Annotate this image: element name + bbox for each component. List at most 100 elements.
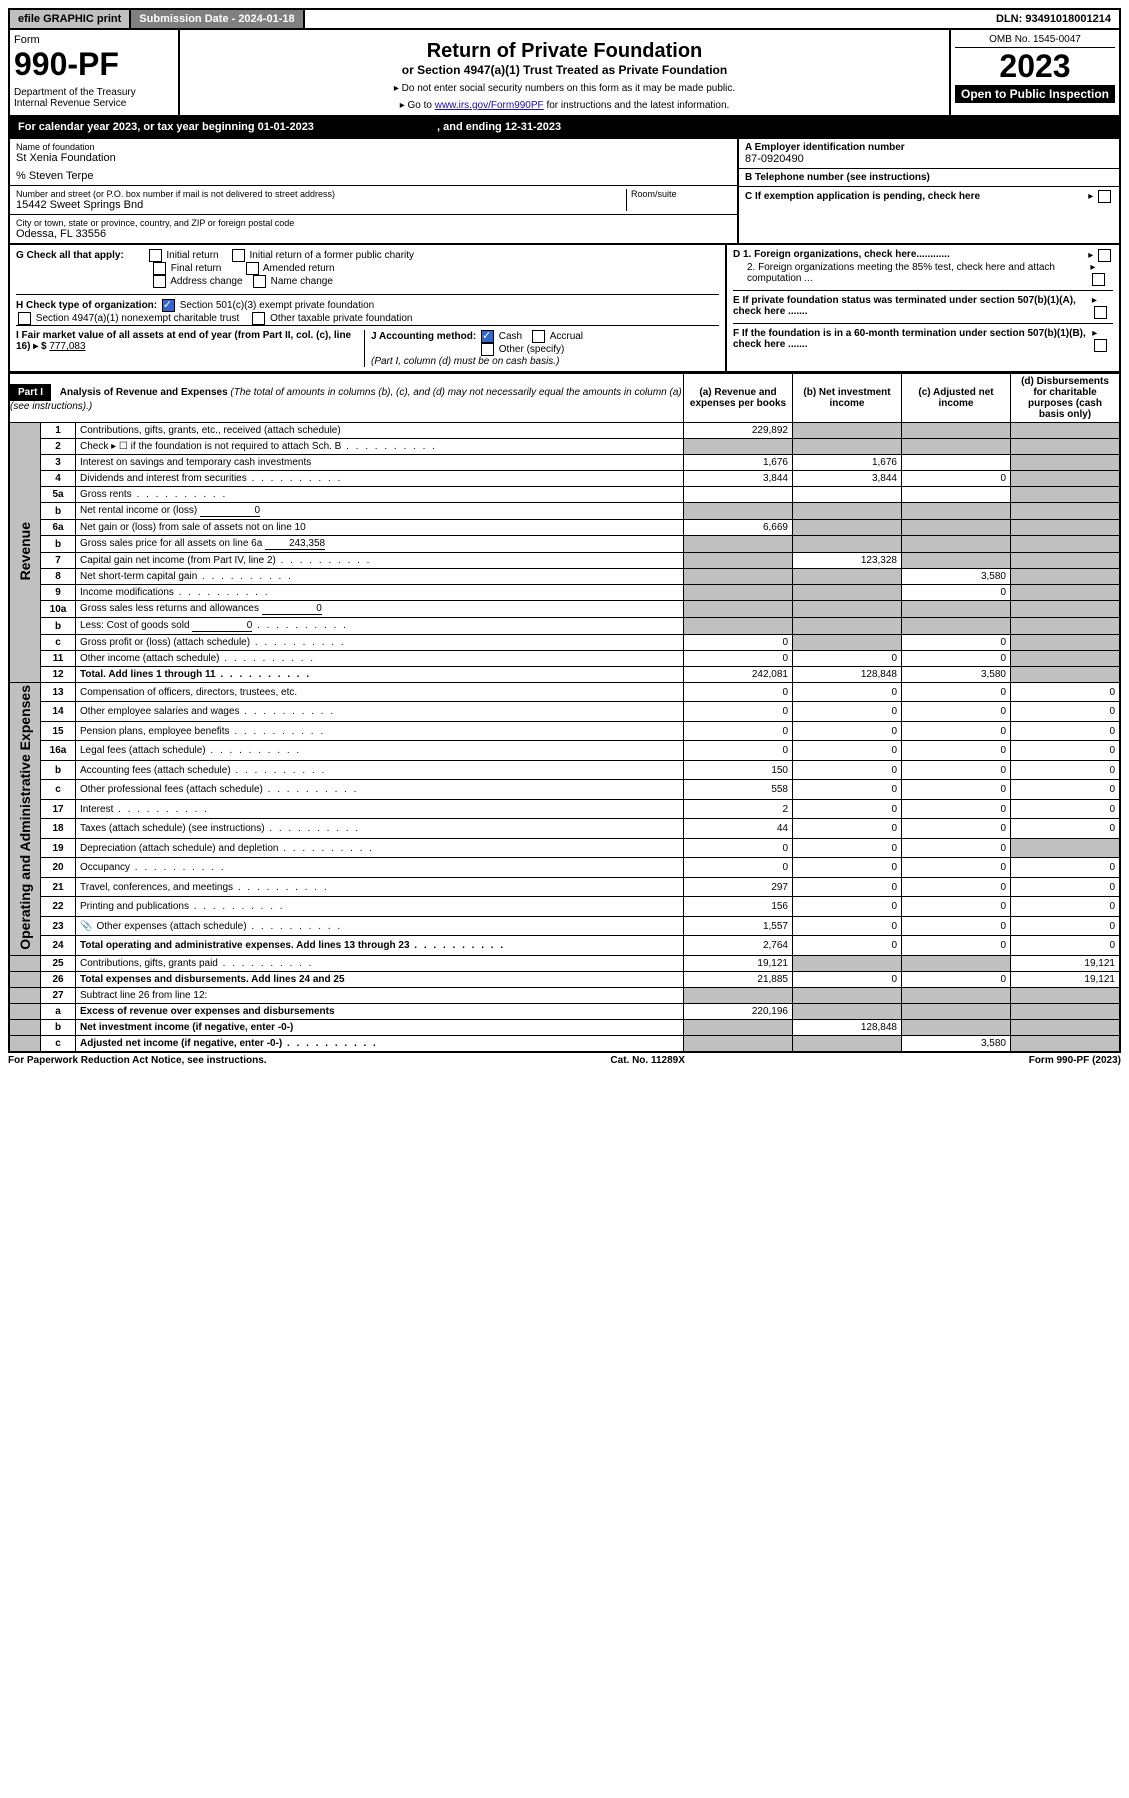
cell-a: 0 — [684, 858, 793, 877]
instructions-link[interactable]: www.irs.gov/Form990PF — [435, 100, 544, 111]
cell-shaded — [1011, 455, 1121, 471]
h-opt-2: Section 4947(a)(1) nonexempt charitable … — [36, 313, 239, 324]
g-amended-checkbox[interactable] — [246, 262, 259, 275]
line-number: 8 — [41, 569, 76, 585]
cell-a: 1,557 — [684, 916, 793, 935]
h-501c3-checkbox[interactable] — [162, 299, 175, 312]
d2-checkbox[interactable] — [1092, 273, 1105, 286]
j-accrual-checkbox[interactable] — [532, 330, 545, 343]
cell-shaded — [1011, 1003, 1121, 1019]
line-desc: Other professional fees (attach schedule… — [76, 780, 684, 799]
cell-shaded — [902, 423, 1011, 439]
cell-d: 0 — [1011, 760, 1121, 779]
h-4947-checkbox[interactable] — [18, 312, 31, 325]
g-name-change-checkbox[interactable] — [253, 275, 266, 288]
line-desc: Net investment income (if negative, ente… — [76, 1019, 684, 1035]
table-row: 21Travel, conferences, and meetings29700… — [9, 877, 1120, 896]
cell-shaded — [902, 439, 1011, 455]
cell-c: 0 — [902, 971, 1011, 987]
instr-2-pre: ▸ Go to — [400, 100, 435, 111]
line-number: 10a — [41, 601, 76, 618]
city-cell: City or town, state or province, country… — [10, 215, 737, 243]
cell-c: 0 — [902, 838, 1011, 857]
g-address-change-checkbox[interactable] — [153, 275, 166, 288]
f-checkbox[interactable] — [1094, 339, 1107, 352]
d1-checkbox[interactable] — [1098, 249, 1111, 262]
line-desc: Gross rents — [76, 487, 684, 503]
cal-pre: For calendar year 2023, or tax year begi… — [18, 121, 258, 133]
cell-a: 0 — [684, 651, 793, 667]
j-other-checkbox[interactable] — [481, 343, 494, 356]
j-cash-checkbox[interactable] — [481, 330, 494, 343]
line-number: 23 — [41, 916, 76, 935]
g-initial-public-checkbox[interactable] — [232, 249, 245, 262]
f-row: F If the foundation is in a 60-month ter… — [733, 323, 1113, 352]
section-ghi: G Check all that apply: Initial return I… — [8, 245, 1121, 373]
table-row: 9Income modifications0 — [9, 585, 1120, 601]
cell-d: 0 — [1011, 936, 1121, 955]
cell-b: 0 — [793, 760, 902, 779]
cell-b: 123,328 — [793, 553, 902, 569]
line-number: c — [41, 780, 76, 799]
line-number: 3 — [41, 455, 76, 471]
cell-a: 297 — [684, 877, 793, 896]
g-final-return-checkbox[interactable] — [153, 262, 166, 275]
h-opt-3: Other taxable private foundation — [270, 313, 412, 324]
line-number: b — [41, 760, 76, 779]
cell-shaded — [684, 439, 793, 455]
line-desc: Depreciation (attach schedule) and deple… — [76, 838, 684, 857]
e-label: E If private foundation status was termi… — [733, 295, 1092, 319]
line-number: 2 — [41, 439, 76, 455]
e-checkbox[interactable] — [1094, 306, 1107, 319]
cell-shaded — [1011, 423, 1121, 439]
h-other-checkbox[interactable] — [252, 312, 265, 325]
e-row: E If private foundation status was termi… — [733, 290, 1113, 319]
g-opt-4: Address change — [170, 276, 242, 287]
cell-a: 558 — [684, 780, 793, 799]
line-number: b — [41, 618, 76, 635]
line-number: 19 — [41, 838, 76, 857]
section-label: Operating and Administrative Expenses — [9, 683, 41, 956]
line-desc: Interest on savings and temporary cash i… — [76, 455, 684, 471]
instr-2: ▸ Go to www.irs.gov/Form990PF for instru… — [184, 100, 945, 111]
cell-b: 0 — [793, 858, 902, 877]
c-checkbox[interactable] — [1098, 190, 1111, 203]
line-number: b — [41, 1019, 76, 1035]
col-b-hdr: (b) Net investment income — [793, 374, 902, 423]
addr-cell: Number and street (or P.O. box number if… — [10, 186, 737, 215]
attachment-icon[interactable]: 📎 — [80, 921, 92, 932]
table-row: cAdjusted net income (if negative, enter… — [9, 1035, 1120, 1052]
ein-label: A Employer identification number — [745, 142, 1113, 153]
d2-row: 2. Foreign organizations meeting the 85%… — [733, 262, 1113, 286]
line-number: 20 — [41, 858, 76, 877]
line-number: c — [41, 1035, 76, 1052]
cell-shaded — [902, 536, 1011, 553]
cell-c: 0 — [902, 799, 1011, 818]
cell-b: 0 — [793, 971, 902, 987]
cell-d: 0 — [1011, 741, 1121, 760]
table-row: bGross sales price for all assets on lin… — [9, 536, 1120, 553]
ein-cell: A Employer identification number 87-0920… — [739, 139, 1119, 169]
line-desc: Interest — [76, 799, 684, 818]
g-initial-return-checkbox[interactable] — [149, 249, 162, 262]
cell-c: 3,580 — [902, 569, 1011, 585]
part1-header-row: Part I Analysis of Revenue and Expenses … — [9, 374, 1120, 423]
part1-table: Part I Analysis of Revenue and Expenses … — [8, 373, 1121, 1053]
ghi-left: G Check all that apply: Initial return I… — [10, 245, 725, 371]
cell-a: 156 — [684, 897, 793, 916]
cell-shaded — [1011, 553, 1121, 569]
cell-a: 220,196 — [684, 1003, 793, 1019]
cell-c: 0 — [902, 585, 1011, 601]
cell-a: 242,081 — [684, 667, 793, 683]
line-number: 25 — [41, 955, 76, 971]
cell-c: 0 — [902, 819, 1011, 838]
cell-d: 0 — [1011, 858, 1121, 877]
line-number: 22 — [41, 897, 76, 916]
city-state-zip: Odessa, FL 33556 — [16, 228, 731, 240]
instr-1: ▸ Do not enter social security numbers o… — [184, 83, 945, 94]
cell-shaded — [1011, 503, 1121, 520]
cell-b: 0 — [793, 897, 902, 916]
line-desc: Less: Cost of goods sold 0 — [76, 618, 684, 635]
cell-c: 0 — [902, 877, 1011, 896]
city-label: City or town, state or province, country… — [16, 218, 731, 228]
